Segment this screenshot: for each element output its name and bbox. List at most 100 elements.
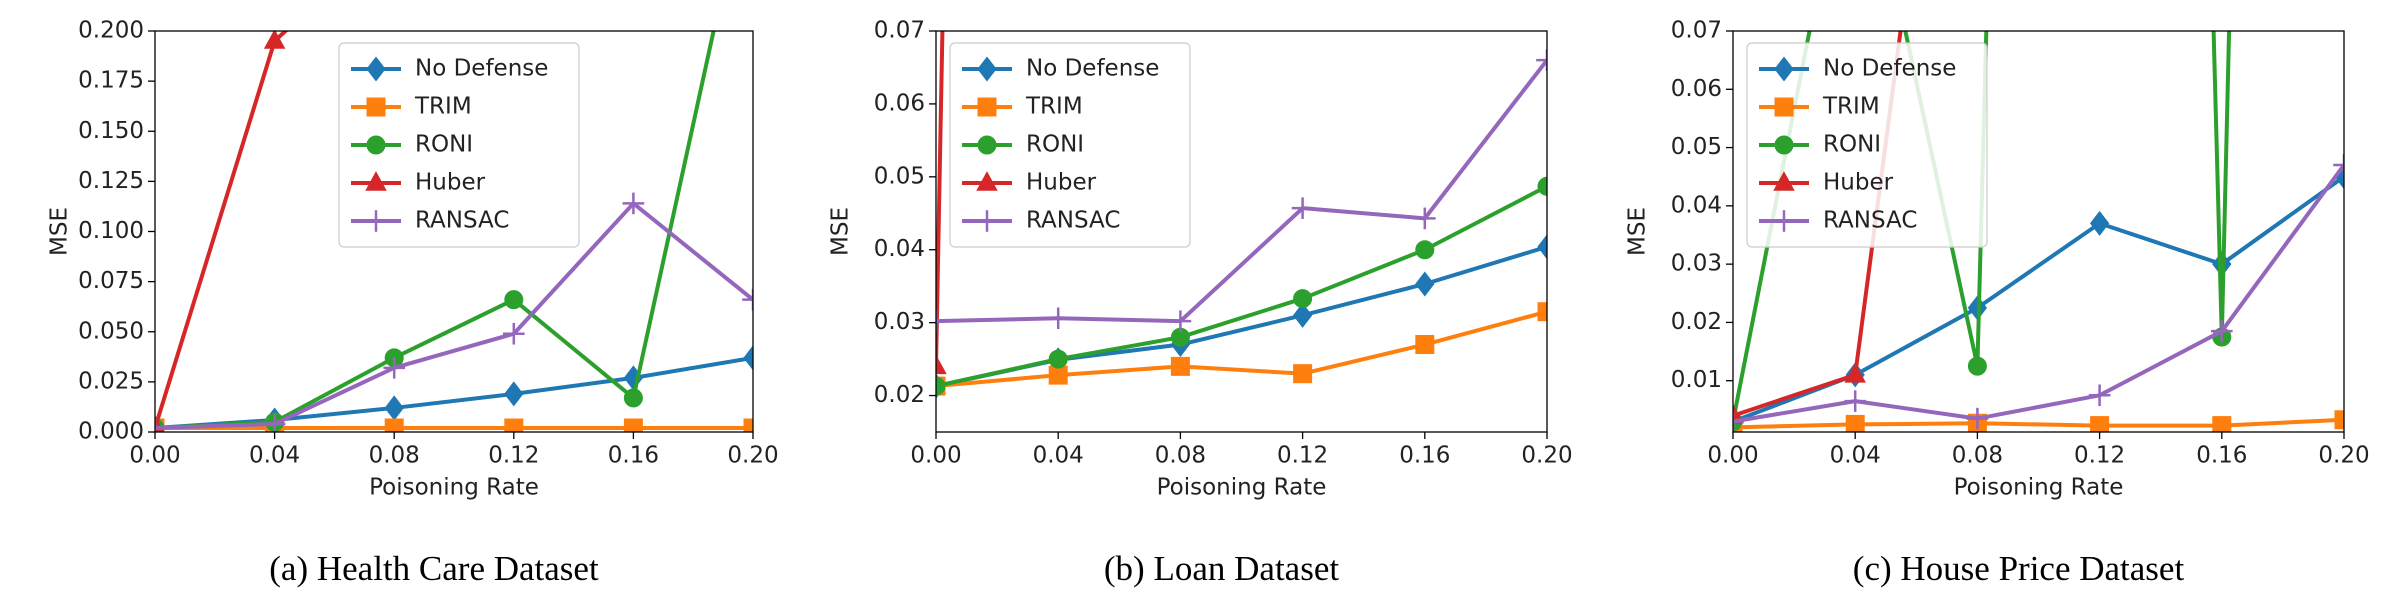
y-tick-label: 0.03 xyxy=(1671,251,1722,277)
plot xyxy=(155,31,753,432)
legend-label: RANSAC xyxy=(1823,208,1917,234)
y-tick-label: 0.05 xyxy=(1671,134,1722,160)
legend-label: Huber xyxy=(1026,170,1097,196)
marker xyxy=(623,418,643,432)
marker xyxy=(1733,410,1744,432)
legend: No Defense TRIM RONI Huber RANSAC xyxy=(1746,42,1988,248)
legend-label: No Defense xyxy=(415,56,548,82)
y-tick-label: 0.075 xyxy=(78,268,144,294)
caption: (b) Loan Dataset xyxy=(1104,549,1339,588)
legend-box xyxy=(1746,42,1988,248)
legend-label: TRIM xyxy=(1822,94,1880,120)
series-line xyxy=(155,31,289,429)
legend-label: TRIM xyxy=(1025,94,1083,120)
y-axis-label: MSE xyxy=(47,207,73,256)
marker xyxy=(743,418,753,432)
y-tick-label: 0.050 xyxy=(78,318,144,344)
plot-frame xyxy=(1732,30,2345,433)
y-tick-label: 0.03 xyxy=(874,309,925,335)
marker xyxy=(1537,234,1547,260)
chart: 0.000 0.025 0.050 0.075 0.100 0.125 0.150 0.175… xyxy=(47,18,779,589)
legend-label: Huber xyxy=(1823,170,1894,196)
marker xyxy=(365,210,387,232)
x-tick-label: 0.08 xyxy=(1155,443,1206,469)
marker xyxy=(2211,320,2233,342)
x-tick-label: 0.16 xyxy=(1399,443,1450,469)
y-tick-label: 0.01 xyxy=(1671,367,1722,393)
y-tick-label: 0.07 xyxy=(1671,18,1722,44)
y-tick-label: 0.06 xyxy=(874,90,925,116)
x-axis-label: Poisoning Rate xyxy=(369,475,539,501)
marker xyxy=(384,395,404,421)
marker xyxy=(977,56,997,82)
marker xyxy=(976,171,998,191)
legend-label: RONI xyxy=(1026,132,1084,158)
marker xyxy=(1170,356,1190,376)
legend: No Defense TRIM RONI Huber RANSAC xyxy=(338,42,580,248)
plot xyxy=(936,31,1547,399)
y-tick-label: 0.175 xyxy=(78,68,144,94)
legend-label: Huber xyxy=(415,170,486,196)
marker xyxy=(503,322,525,345)
x-tick-label: 0.16 xyxy=(608,443,659,469)
y-tick-label: 0.02 xyxy=(874,382,925,408)
marker xyxy=(2212,416,2232,432)
marker xyxy=(2090,416,2110,432)
x-tick-label: 0.12 xyxy=(488,443,539,469)
marker xyxy=(504,418,524,432)
marker xyxy=(1733,403,1744,424)
y-tick-label: 0.000 xyxy=(78,419,144,445)
x-axis-label: Poisoning Rate xyxy=(1954,475,2124,501)
legend-label: RONI xyxy=(415,132,473,158)
y-tick-label: 0.04 xyxy=(1671,192,1722,218)
marker xyxy=(1774,56,1794,82)
marker xyxy=(1415,271,1435,297)
marker xyxy=(384,418,404,432)
marker xyxy=(365,171,387,191)
marker xyxy=(742,288,753,311)
plot-frame xyxy=(935,30,1548,433)
marker xyxy=(977,97,997,117)
marker xyxy=(936,376,946,396)
y-tick-label: 0.07 xyxy=(874,18,925,44)
x-tick-label: 0.08 xyxy=(1952,443,2003,469)
x-tick-label: 0.04 xyxy=(1033,443,1084,469)
marker xyxy=(1774,135,1794,155)
y-tick-label: 0.150 xyxy=(78,118,144,144)
marker xyxy=(366,56,386,82)
series-line xyxy=(155,201,753,430)
y-tick-label: 0.125 xyxy=(78,168,144,194)
marker xyxy=(2089,210,2110,236)
marker xyxy=(936,354,947,375)
marker xyxy=(1293,364,1313,384)
marker xyxy=(1773,171,1795,191)
marker xyxy=(1293,289,1313,309)
marker xyxy=(1537,302,1547,322)
series-line xyxy=(936,309,1547,389)
legend-box xyxy=(949,42,1191,248)
x-axis-label: Poisoning Rate xyxy=(1157,475,1327,501)
marker xyxy=(2088,384,2111,407)
legend-label: No Defense xyxy=(1823,56,1956,82)
marker xyxy=(1774,97,1794,117)
marker xyxy=(1845,414,1865,432)
marker xyxy=(976,210,998,232)
chart: 0.02 0.03 0.04 0.05 0.06 0.07 0.00 0.04 0.08 0.12… xyxy=(828,18,1573,589)
series-line xyxy=(1733,163,2344,424)
marker xyxy=(2334,410,2344,430)
y-tick-label: 0.100 xyxy=(78,218,144,244)
caption: (a) Health Care Dataset xyxy=(269,549,599,588)
marker xyxy=(743,345,753,371)
marker xyxy=(366,135,386,155)
legend-label: No Defense xyxy=(1026,56,1159,82)
marker xyxy=(1537,176,1547,196)
marker xyxy=(504,290,524,310)
marker xyxy=(383,357,405,379)
marker xyxy=(1048,365,1068,385)
chart: 0.01 0.02 0.03 0.04 0.05 0.06 0.07 0.00 0.04 0.08… xyxy=(1625,18,2370,589)
x-tick-label: 0.08 xyxy=(369,443,420,469)
marker xyxy=(977,135,997,155)
marker xyxy=(1966,407,1989,430)
x-tick-label: 0.16 xyxy=(2196,443,2247,469)
